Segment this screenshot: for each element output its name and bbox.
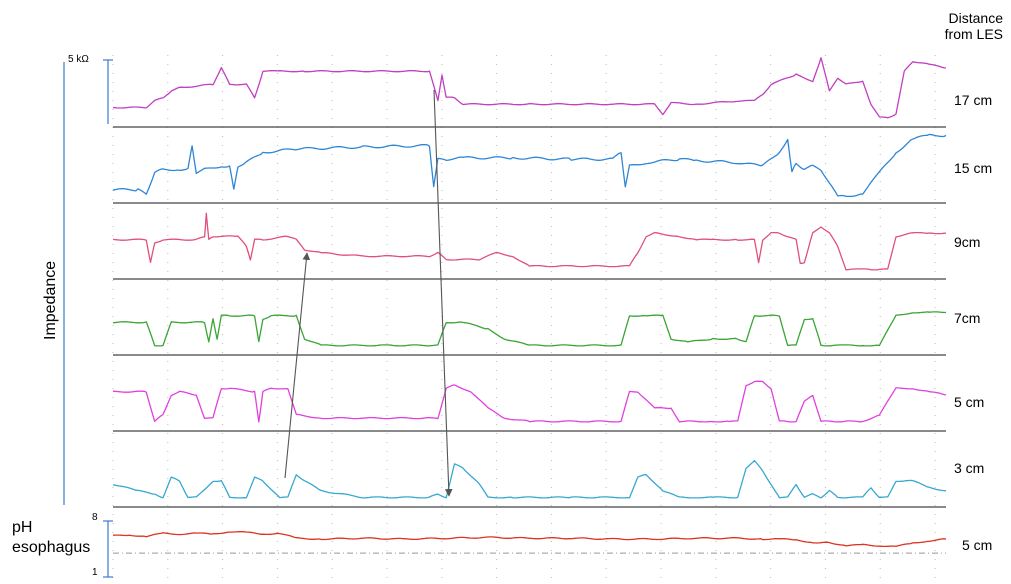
trace-5-cm xyxy=(112,380,947,423)
distance-label: 17 cm xyxy=(954,92,993,108)
ph-label-line2: esophagus xyxy=(12,539,91,556)
distance-label: 3 cm xyxy=(954,460,985,476)
trace-7cm xyxy=(112,311,947,347)
arrow-down xyxy=(433,89,453,497)
axes xyxy=(63,59,946,578)
grid xyxy=(112,55,936,578)
impedance-scale-label: 5 kΩ xyxy=(68,54,89,65)
distance-label: 9cm xyxy=(954,234,981,250)
distance-label: 15 cm xyxy=(954,160,993,176)
arrow-up xyxy=(284,252,311,479)
distance-label: 5 cm xyxy=(962,537,993,553)
trace-9cm xyxy=(112,212,947,271)
header-line1: Distance xyxy=(948,10,1003,26)
header-line2: from LES xyxy=(944,26,1003,42)
trace-3-cm xyxy=(112,459,947,499)
distance-label: 5 cm xyxy=(954,394,985,410)
lane-separators xyxy=(113,126,946,508)
ph-label-line1: pH xyxy=(12,519,33,536)
trace-17-cm xyxy=(112,57,947,119)
ph-bottom-tick: 1 xyxy=(92,567,98,578)
impedance-axis-label: Impedance xyxy=(42,260,59,340)
trace-ph-5-cm xyxy=(112,531,947,548)
ph-axis-label: pH esophagus xyxy=(12,518,90,558)
header-distance: Distance from LES xyxy=(945,10,1003,42)
ph-top-tick: 8 xyxy=(92,512,98,523)
distance-label: 7cm xyxy=(954,310,981,326)
traces xyxy=(112,57,947,548)
arrows xyxy=(284,89,453,497)
trace-15-cm xyxy=(112,133,947,198)
